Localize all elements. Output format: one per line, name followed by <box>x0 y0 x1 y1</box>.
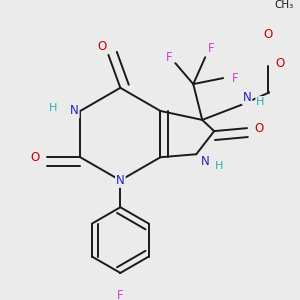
Text: CH₃: CH₃ <box>275 0 294 10</box>
Text: N: N <box>243 91 251 104</box>
Text: N: N <box>201 155 210 168</box>
Text: N: N <box>70 104 79 118</box>
Text: F: F <box>232 72 238 85</box>
Text: H: H <box>49 103 58 113</box>
Text: H: H <box>214 161 223 171</box>
Text: O: O <box>263 28 272 41</box>
Text: F: F <box>166 51 173 64</box>
Text: N: N <box>116 174 125 187</box>
Text: O: O <box>254 122 264 135</box>
Text: O: O <box>275 57 284 70</box>
Text: H: H <box>256 97 265 107</box>
Text: F: F <box>208 42 214 55</box>
Text: O: O <box>98 40 107 52</box>
Text: O: O <box>31 151 40 164</box>
Text: F: F <box>117 289 124 300</box>
